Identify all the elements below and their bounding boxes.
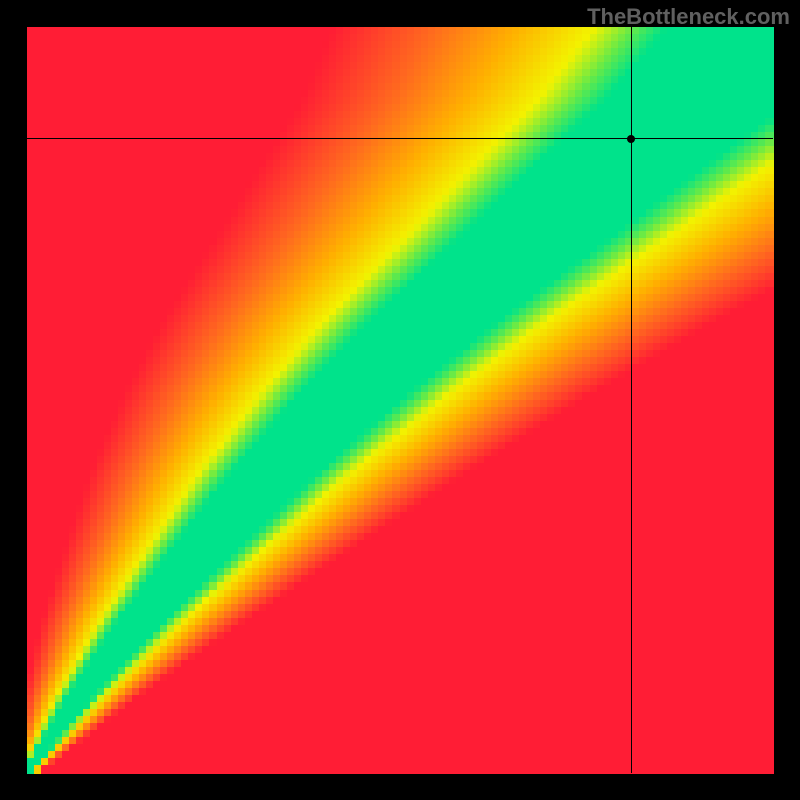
chart-container: TheBottleneck.com xyxy=(0,0,800,800)
bottleneck-heatmap xyxy=(0,0,800,800)
